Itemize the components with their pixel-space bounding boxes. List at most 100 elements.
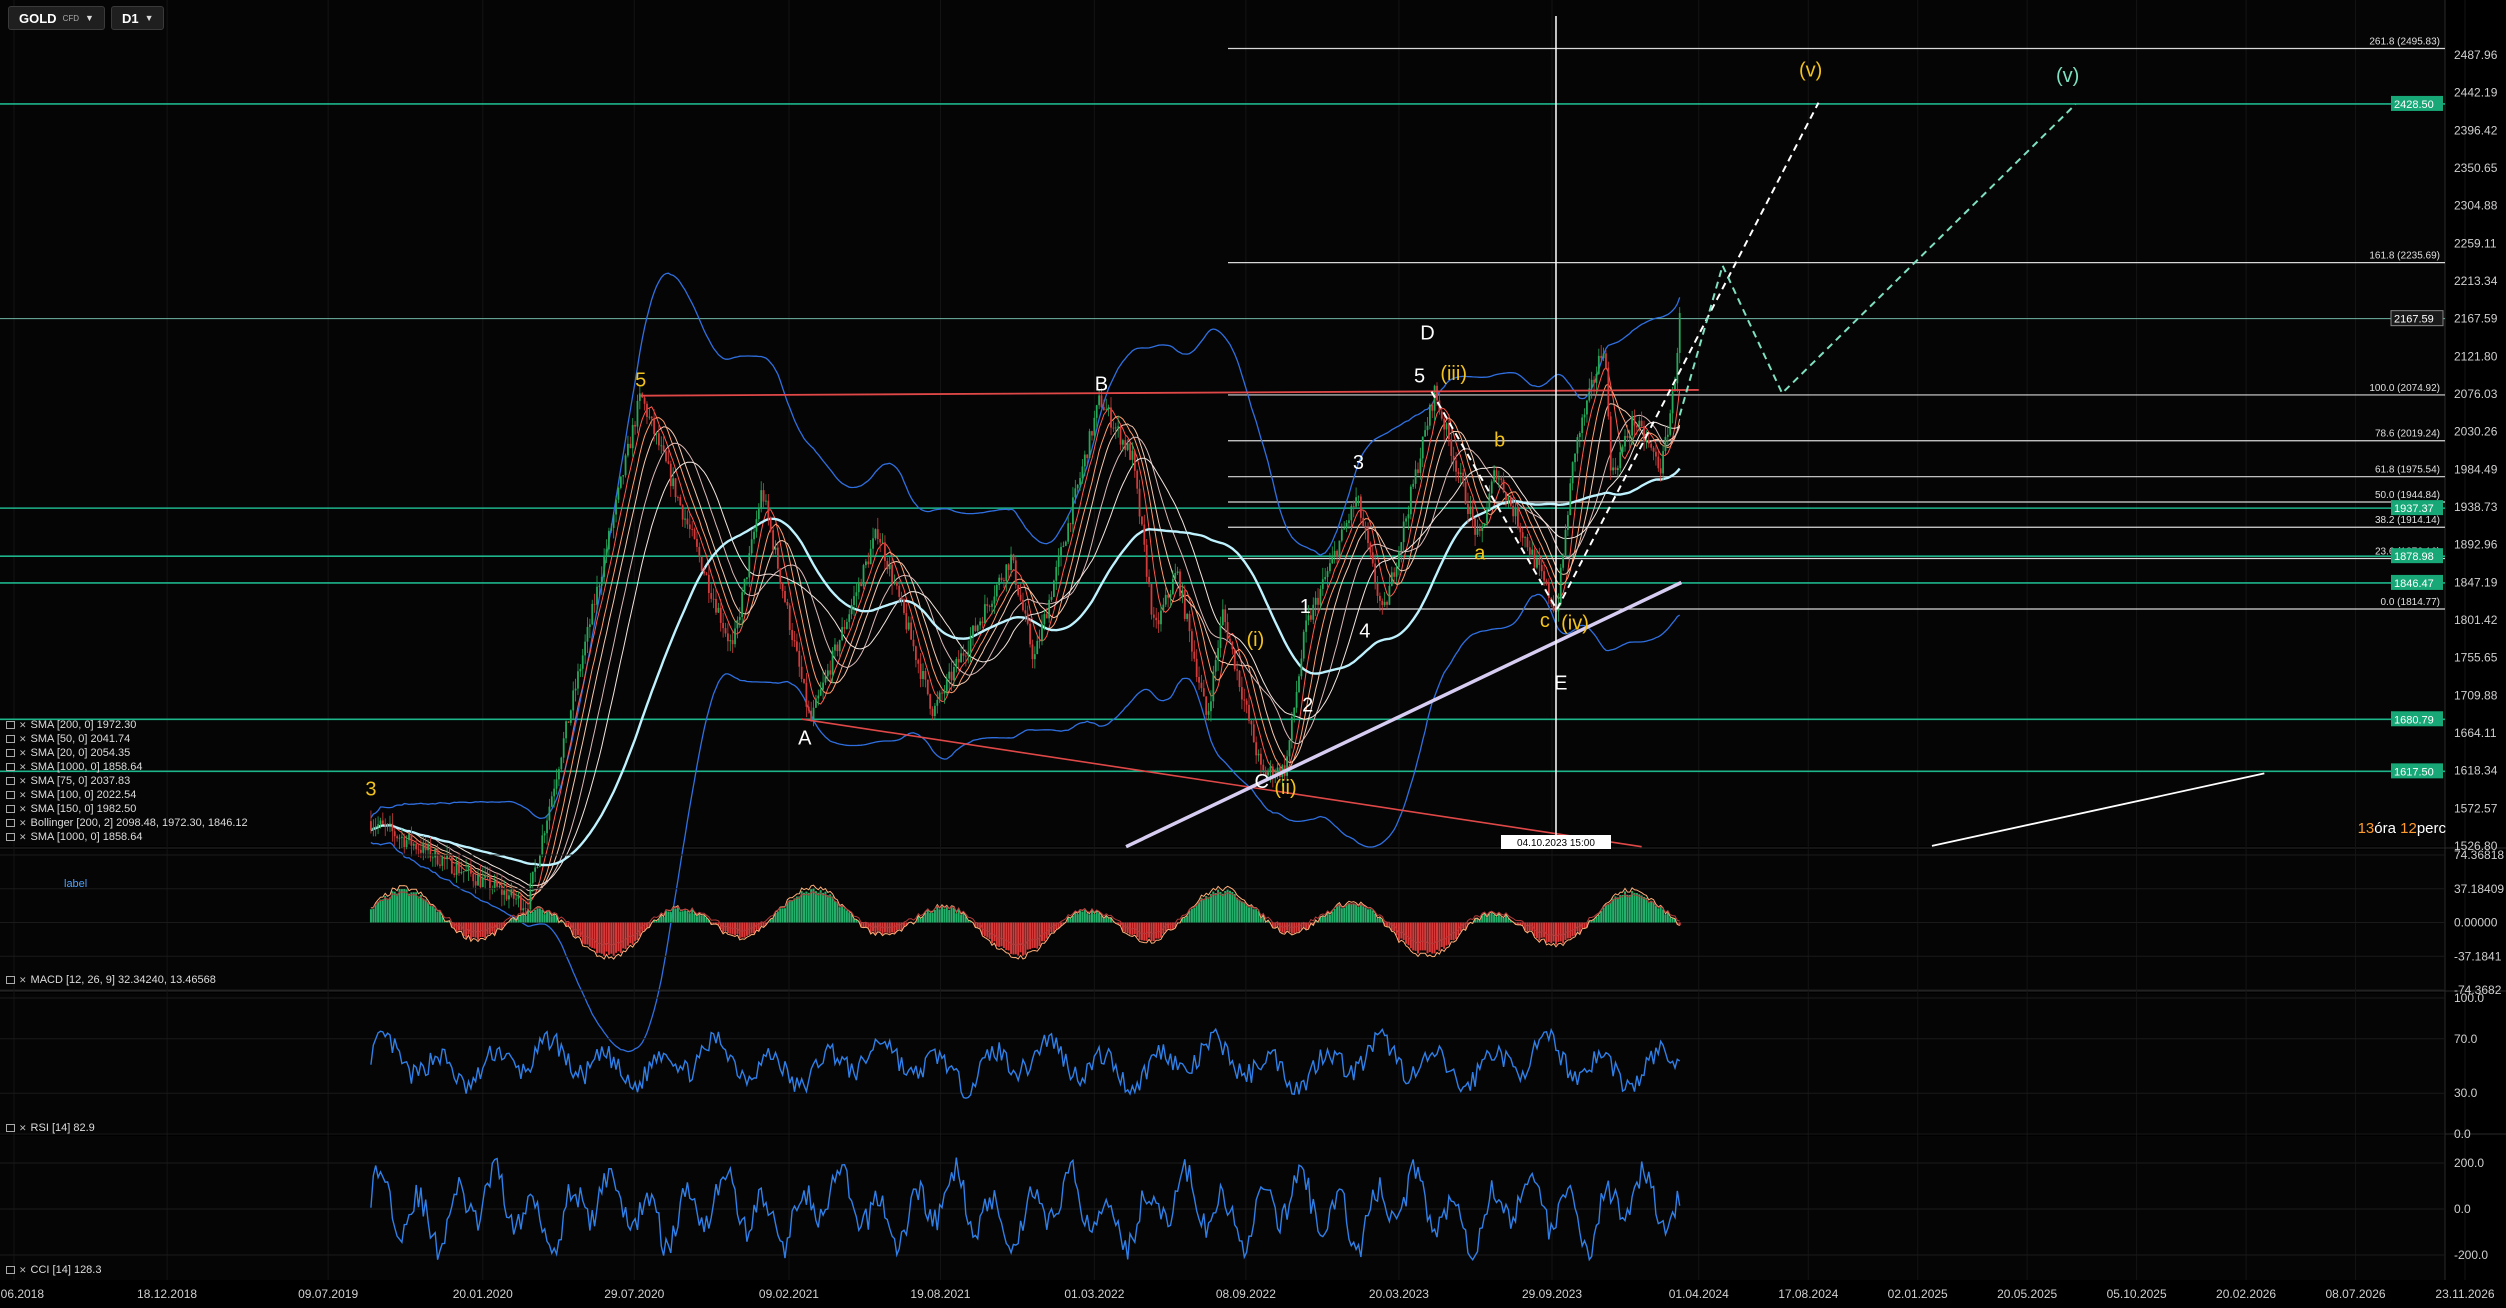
candle xyxy=(629,436,632,449)
settings-icon[interactable] xyxy=(6,721,15,729)
candle-body xyxy=(1405,518,1407,522)
candle xyxy=(1067,515,1070,545)
close-icon[interactable]: ✕ xyxy=(19,762,27,772)
candle xyxy=(1600,345,1603,363)
candle-body xyxy=(1469,506,1472,515)
settings-icon[interactable] xyxy=(6,833,15,841)
candle xyxy=(1398,546,1400,576)
close-icon[interactable]: ✕ xyxy=(19,804,27,814)
close-icon[interactable]: ✕ xyxy=(19,832,27,842)
candle-body xyxy=(879,538,882,543)
candle xyxy=(627,435,629,458)
candle xyxy=(610,523,613,533)
candle-body xyxy=(603,556,606,577)
timeframe-selector[interactable]: D1 ▼ xyxy=(110,6,165,30)
candle xyxy=(550,791,553,808)
close-icon[interactable]: ✕ xyxy=(19,720,27,730)
price-tag: 1617.50 xyxy=(2391,763,2443,779)
legend-row[interactable]: ✕ SMA [100, 0] 2022.54 xyxy=(6,788,248,802)
candle-body xyxy=(591,603,594,625)
candle-body xyxy=(460,872,463,874)
macd-legend[interactable]: ✕ MACD [12, 26, 9] 32.34240, 13.46568 xyxy=(6,974,216,986)
symbol-selector[interactable]: GOLD CFD ▼ xyxy=(8,6,105,30)
candle-body xyxy=(788,605,791,630)
candle xyxy=(1621,444,1624,456)
candle xyxy=(508,888,510,909)
close-icon[interactable]: ✕ xyxy=(19,1264,27,1275)
legend-row[interactable]: ✕ SMA [1000, 0] 1858.64 xyxy=(6,830,248,844)
settings-icon[interactable] xyxy=(6,791,15,799)
candle xyxy=(638,385,641,410)
settings-icon[interactable] xyxy=(6,735,15,743)
candle xyxy=(743,578,746,595)
legend-row[interactable]: ✕ SMA [150, 0] 1982.50 xyxy=(6,802,248,816)
candle-body xyxy=(1300,658,1303,677)
settings-icon[interactable] xyxy=(6,1266,15,1274)
candle xyxy=(472,871,475,888)
legend-row[interactable]: ✕ SMA [50, 0] 2041.74 xyxy=(6,732,248,746)
candle-body xyxy=(1388,585,1391,605)
candle-body xyxy=(1305,620,1308,632)
candle-body xyxy=(1152,614,1155,618)
close-icon[interactable]: ✕ xyxy=(19,818,27,828)
candle-body xyxy=(715,598,717,613)
candle xyxy=(1245,698,1248,714)
legend-row[interactable]: ✕ SMA [200, 0] 1972.30 xyxy=(6,718,248,732)
candle xyxy=(1428,403,1431,430)
candle xyxy=(1664,426,1667,456)
candle xyxy=(817,689,820,706)
settings-icon[interactable] xyxy=(6,819,15,827)
legend-row[interactable]: ✕ SMA [75, 0] 2037.83 xyxy=(6,774,248,788)
candle-body xyxy=(1619,452,1622,469)
time-axis: 08.06.2018 18.12.2018 09.07.2019 20.01.2020… xyxy=(0,1287,2495,1301)
rsi-legend[interactable]: ✕ RSI [14] 82.9 xyxy=(6,1122,95,1134)
indicator-legend: ✕ SMA [200, 0] 1972.30 ✕ SMA [50, 0] 2041.… xyxy=(6,718,248,844)
legend-row[interactable]: ✕ SMA [20, 0] 2054.35 xyxy=(6,746,248,760)
legend-row[interactable]: ✕ Bollinger [200, 2] 2098.48, 1972.30, 18… xyxy=(6,816,248,830)
candle-body xyxy=(976,625,979,631)
candle xyxy=(972,624,974,646)
candle xyxy=(1081,459,1084,484)
candle-body xyxy=(1614,467,1617,470)
candle-body xyxy=(1545,580,1548,583)
wave-label: (ii) xyxy=(1274,777,1296,799)
candle xyxy=(924,667,927,688)
candle xyxy=(1340,523,1343,543)
candle xyxy=(591,599,594,626)
candle xyxy=(1317,588,1319,613)
close-icon[interactable]: ✕ xyxy=(19,790,27,800)
candle xyxy=(600,566,603,595)
candle xyxy=(967,640,970,664)
settings-icon[interactable] xyxy=(6,1124,15,1132)
candle-body xyxy=(1321,579,1324,589)
candle xyxy=(1445,422,1448,437)
candle-body xyxy=(926,679,929,695)
price-tag-bg xyxy=(2391,500,2443,516)
close-icon[interactable]: ✕ xyxy=(19,748,27,758)
wave-label: E xyxy=(1554,672,1567,694)
close-icon[interactable]: ✕ xyxy=(19,1122,27,1133)
close-icon[interactable]: ✕ xyxy=(19,734,27,744)
candle xyxy=(988,604,991,612)
settings-icon[interactable] xyxy=(6,777,15,785)
candle-body xyxy=(1514,507,1517,517)
close-icon[interactable]: ✕ xyxy=(19,974,27,985)
settings-icon[interactable] xyxy=(6,749,15,757)
candle xyxy=(415,839,418,855)
candle-body xyxy=(1431,404,1434,411)
candle xyxy=(469,858,472,877)
legend-row[interactable]: ✕ SMA [1000, 0] 1858.64 xyxy=(6,760,248,774)
candle-body xyxy=(529,883,532,910)
wave-label: (i) xyxy=(1246,629,1264,651)
cci-legend[interactable]: ✕ CCI [14] 128.3 xyxy=(6,1264,101,1276)
candle xyxy=(1060,542,1062,567)
candle-body xyxy=(1609,416,1612,471)
candle xyxy=(391,813,394,842)
settings-icon[interactable] xyxy=(6,763,15,771)
price-tick-label: 2442.19 xyxy=(2454,86,2498,100)
settings-icon[interactable] xyxy=(6,976,15,984)
candle xyxy=(1214,652,1217,682)
close-icon[interactable]: ✕ xyxy=(19,776,27,786)
settings-icon[interactable] xyxy=(6,805,15,813)
